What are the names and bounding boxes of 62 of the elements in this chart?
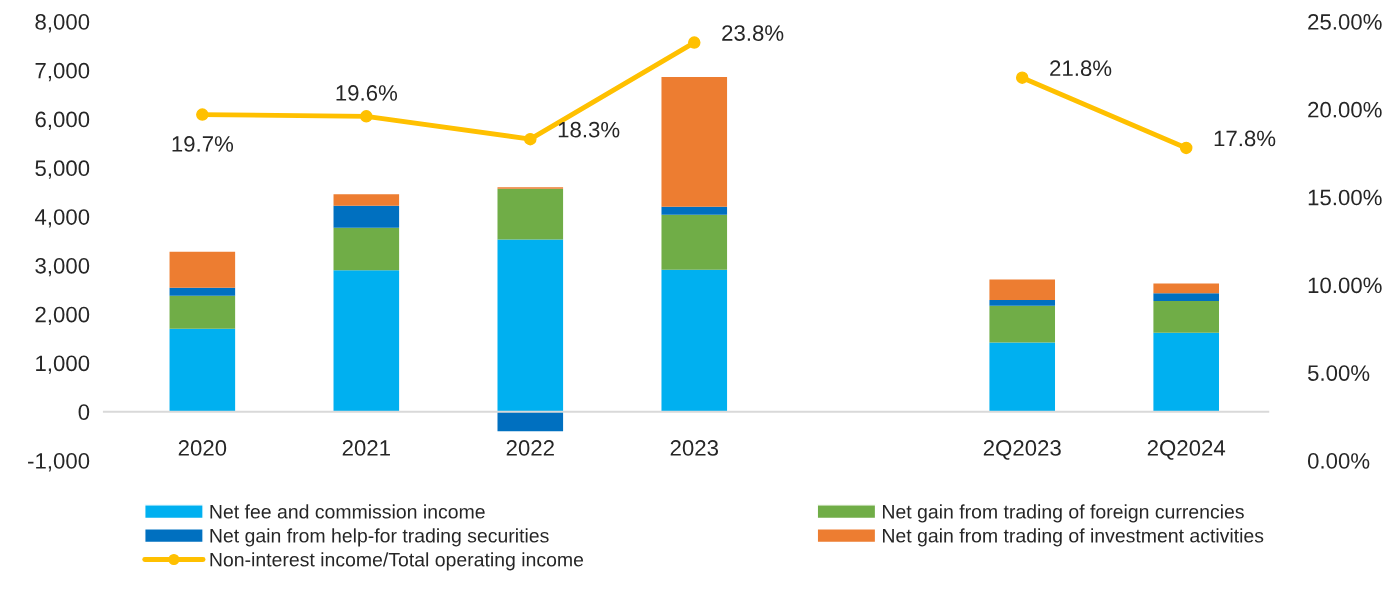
point — [196, 108, 209, 121]
y2-tick-label: 10.00% — [1308, 277, 1382, 294]
bar — [989, 305, 1056, 343]
bar — [497, 239, 564, 412]
bar — [1153, 293, 1219, 301]
point — [360, 110, 373, 123]
x-tick-label: 2020 — [178, 440, 227, 456]
data-label: 18.3% — [558, 121, 620, 138]
point — [524, 132, 537, 146]
x-tick-label: 2Q2023 — [983, 440, 1061, 460]
legend-label: Non-interest income/Total operating income — [210, 552, 584, 571]
y2-tick-label: 15.00% — [1308, 189, 1382, 206]
y-tick-label: 5,000 — [35, 160, 90, 179]
bar — [169, 251, 236, 288]
bar — [333, 205, 400, 228]
y-tick-label: 7,000 — [35, 62, 90, 82]
bar — [169, 328, 236, 412]
y2-tick-label: 5.00% — [1307, 365, 1370, 381]
bar — [333, 227, 400, 271]
bar — [989, 279, 1056, 301]
data-label: 23.8% — [722, 25, 784, 41]
bar — [1153, 300, 1219, 333]
bar — [661, 269, 728, 412]
legend-label: Net gain from trading of investment activities — [883, 528, 1264, 547]
bar — [497, 188, 564, 240]
y-tick-label: 6,000 — [35, 111, 90, 130]
y-tick-label: 1,000 — [36, 355, 90, 374]
data-label: 17.8% — [1214, 130, 1276, 147]
y2-tick-label: 25.00% — [1308, 14, 1382, 30]
y-tick-label: 4,000 — [34, 209, 90, 228]
bar — [497, 411, 564, 432]
bar — [169, 295, 236, 329]
legend-label: Net gain from help-for trading securities — [210, 528, 549, 547]
y-tick-label: 8,000 — [35, 14, 90, 33]
y2-tick-label: 20.00% — [1308, 101, 1382, 118]
y-tick-label: -1,000 — [28, 453, 90, 472]
bar — [1153, 283, 1219, 294]
bar — [333, 270, 400, 412]
legend-label: Net fee and commission income — [210, 504, 485, 519]
bar — [661, 214, 728, 270]
point — [688, 36, 701, 49]
bar — [661, 206, 728, 215]
data-label: 19.7% — [172, 136, 234, 152]
bar — [1153, 332, 1219, 412]
x-tick-label: 2022 — [506, 440, 554, 456]
bar — [989, 342, 1056, 412]
y-tick-label: 3,000 — [35, 257, 90, 277]
y-tick-label: 2,000 — [35, 306, 90, 326]
x-tick-label: 2023 — [670, 440, 719, 456]
bar — [989, 300, 1056, 306]
data-label: 19.6% — [336, 85, 398, 101]
legend-label: Net gain from trading of foreign currencies — [883, 504, 1244, 523]
bar — [169, 287, 236, 296]
bar — [333, 194, 400, 206]
data-label: 21.8% — [1050, 60, 1112, 77]
y-tick-label: 0 — [78, 404, 90, 420]
x-tick-label: 2Q2024 — [1147, 440, 1226, 460]
x-tick-label: 2021 — [342, 440, 390, 456]
point — [1015, 71, 1029, 84]
bar — [661, 77, 728, 207]
y2-tick-label: 0.00% — [1307, 453, 1370, 469]
point — [1179, 141, 1193, 155]
